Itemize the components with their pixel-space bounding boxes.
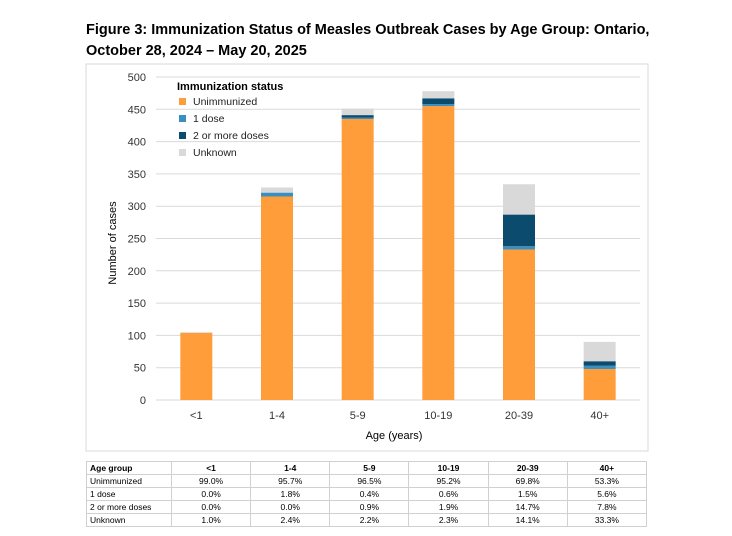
y-tick-labels: 0 50 100 150 200 250 300 350 400 450 500	[128, 72, 146, 407]
y-tick-label: 500	[128, 72, 146, 84]
legend-swatch-one-dose	[179, 115, 186, 122]
table-row: 1 dose 0.0% 1.8% 0.4% 0.6% 1.5% 5.6%	[86, 487, 648, 501]
x-tick-labels: <1 1-4 5-9 10-19 20-39 40+	[190, 410, 609, 422]
table-header-cell: 20-39	[487, 461, 568, 475]
x-tick-label: 5-9	[350, 410, 366, 422]
table-cell: 0.0%	[170, 500, 252, 514]
table-cell: 1.0%	[170, 513, 252, 527]
table-header-cell: Age group	[86, 461, 172, 475]
table-cell: 0.0%	[250, 500, 331, 514]
bar-segment-unimmunized	[503, 249, 535, 400]
table-cell: 14.1%	[487, 513, 568, 527]
bars-group	[180, 91, 616, 401]
legend: Immunization status Unimmunized 1 dose 2 o…	[177, 81, 283, 159]
legend-swatch-two-doses	[179, 132, 186, 139]
y-tick-label: 400	[128, 137, 146, 149]
x-tick-label: 10-19	[424, 410, 452, 422]
table-cell: 33.3%	[566, 513, 648, 527]
table-header-cell: 5-9	[329, 461, 410, 475]
table-header-cell: 40+	[566, 461, 648, 475]
table-cell: 0.4%	[329, 487, 410, 501]
table-cell: 1.5%	[487, 487, 568, 501]
bar-segment-unimmunized	[180, 332, 213, 400]
table-cell: 1.9%	[408, 500, 489, 514]
table-cell: 2.3%	[408, 513, 489, 527]
x-tick-label: 20-39	[505, 410, 533, 422]
y-tick-label: 50	[134, 363, 146, 375]
bar-segment-one-dose	[341, 117, 374, 119]
y-tick-label: 450	[128, 104, 146, 116]
x-axis-label: Age (years)	[366, 430, 423, 442]
y-tick-label: 150	[128, 298, 146, 310]
legend-title: Immunization status	[177, 81, 283, 93]
y-gridlines	[156, 76, 640, 401]
bar-segment-one-dose	[503, 246, 535, 250]
y-tick-label: 300	[128, 201, 146, 213]
table-cell: 1.8%	[250, 487, 331, 501]
x-tick-label: 40+	[590, 410, 609, 422]
table-header-cell: <1	[170, 461, 252, 475]
table-cell: 7.8%	[566, 500, 648, 514]
y-axis-label: Number of cases	[107, 201, 119, 285]
table-header-row: Age group <1 1-4 5-9 10-19 20-39 40+	[86, 461, 648, 475]
table-cell: Unknown	[86, 513, 172, 527]
bar-segment-unknown	[341, 108, 374, 116]
bar-segment-two-doses	[503, 214, 535, 247]
table-cell: 95.7%	[250, 474, 331, 488]
legend-swatch-unimmunized	[179, 98, 186, 105]
table-row: 2 or more doses 0.0% 0.0% 0.9% 1.9% 14.7% 7.8%	[86, 500, 648, 514]
legend-swatch-unknown	[179, 149, 186, 156]
stacked-bar-chart: 0 50 100 150 200 250 300 350 400 450 500 <1 1-4 5-9 1…	[85, 63, 649, 452]
bar-segment-one-dose	[261, 192, 293, 197]
table-header-cell: 10-19	[408, 461, 489, 475]
table-cell: 5.6%	[566, 487, 648, 501]
bar-segment-unknown	[180, 332, 213, 333]
bar-segment-unimmunized	[422, 106, 455, 400]
y-tick-label: 250	[128, 234, 146, 246]
figure-title: Figure 3: Immunization Status of Measles…	[86, 22, 650, 59]
table-cell: 95.2%	[408, 474, 489, 488]
table-cell: 96.5%	[329, 474, 410, 488]
table-row: Unimmunized 99.0% 95.7% 96.5% 95.2% 69.8% 53.3…	[86, 474, 648, 488]
bar-segment-unimmunized	[341, 118, 374, 401]
table-cell: 69.8%	[487, 474, 568, 488]
bar-segment-unknown	[503, 184, 535, 215]
table-row: Unknown 1.0% 2.4% 2.2% 2.3% 14.1% 33.3%	[86, 513, 648, 527]
legend-label: 2 or more doses	[193, 130, 269, 142]
table-header-cell: 1-4	[250, 461, 331, 475]
y-tick-label: 0	[140, 395, 146, 407]
table-cell: 99.0%	[170, 474, 252, 488]
table-cell: 0.9%	[329, 500, 410, 514]
y-tick-label: 200	[128, 266, 146, 278]
bar-segment-one-dose	[583, 365, 616, 369]
legend-label: Unimmunized	[193, 96, 257, 108]
x-tick-label: 1-4	[269, 410, 285, 422]
y-tick-label: 100	[128, 330, 146, 342]
bar-segment-two-doses	[583, 361, 616, 366]
x-tick-label: <1	[190, 410, 203, 422]
table-cell: 2.4%	[250, 513, 331, 527]
legend-label: 1 dose	[193, 113, 225, 125]
table-cell: Unimmunized	[86, 474, 172, 488]
bar-segment-unknown	[422, 91, 455, 99]
bar-segment-unimmunized	[583, 368, 616, 400]
table-cell: 0.0%	[170, 487, 252, 501]
bar-segment-unknown	[261, 187, 293, 193]
table-cell: 14.7%	[487, 500, 568, 514]
bar-segment-unimmunized	[261, 196, 293, 400]
table-cell: 2 or more doses	[86, 500, 172, 514]
table-cell: 0.6%	[408, 487, 489, 501]
bar-segment-unknown	[583, 341, 616, 362]
table-cell: 53.3%	[566, 474, 648, 488]
y-tick-label: 350	[128, 169, 146, 181]
legend-label: Unknown	[193, 147, 237, 159]
data-table: Age group <1 1-4 5-9 10-19 20-39 40+ Unimmuniz…	[86, 461, 648, 527]
bar-segment-two-doses	[422, 98, 455, 105]
bar-segment-one-dose	[422, 104, 455, 107]
bar-segment-two-doses	[341, 115, 374, 118]
chart-frame	[85, 63, 649, 452]
table-cell: 1 dose	[86, 487, 172, 501]
table-cell: 2.2%	[329, 513, 410, 527]
